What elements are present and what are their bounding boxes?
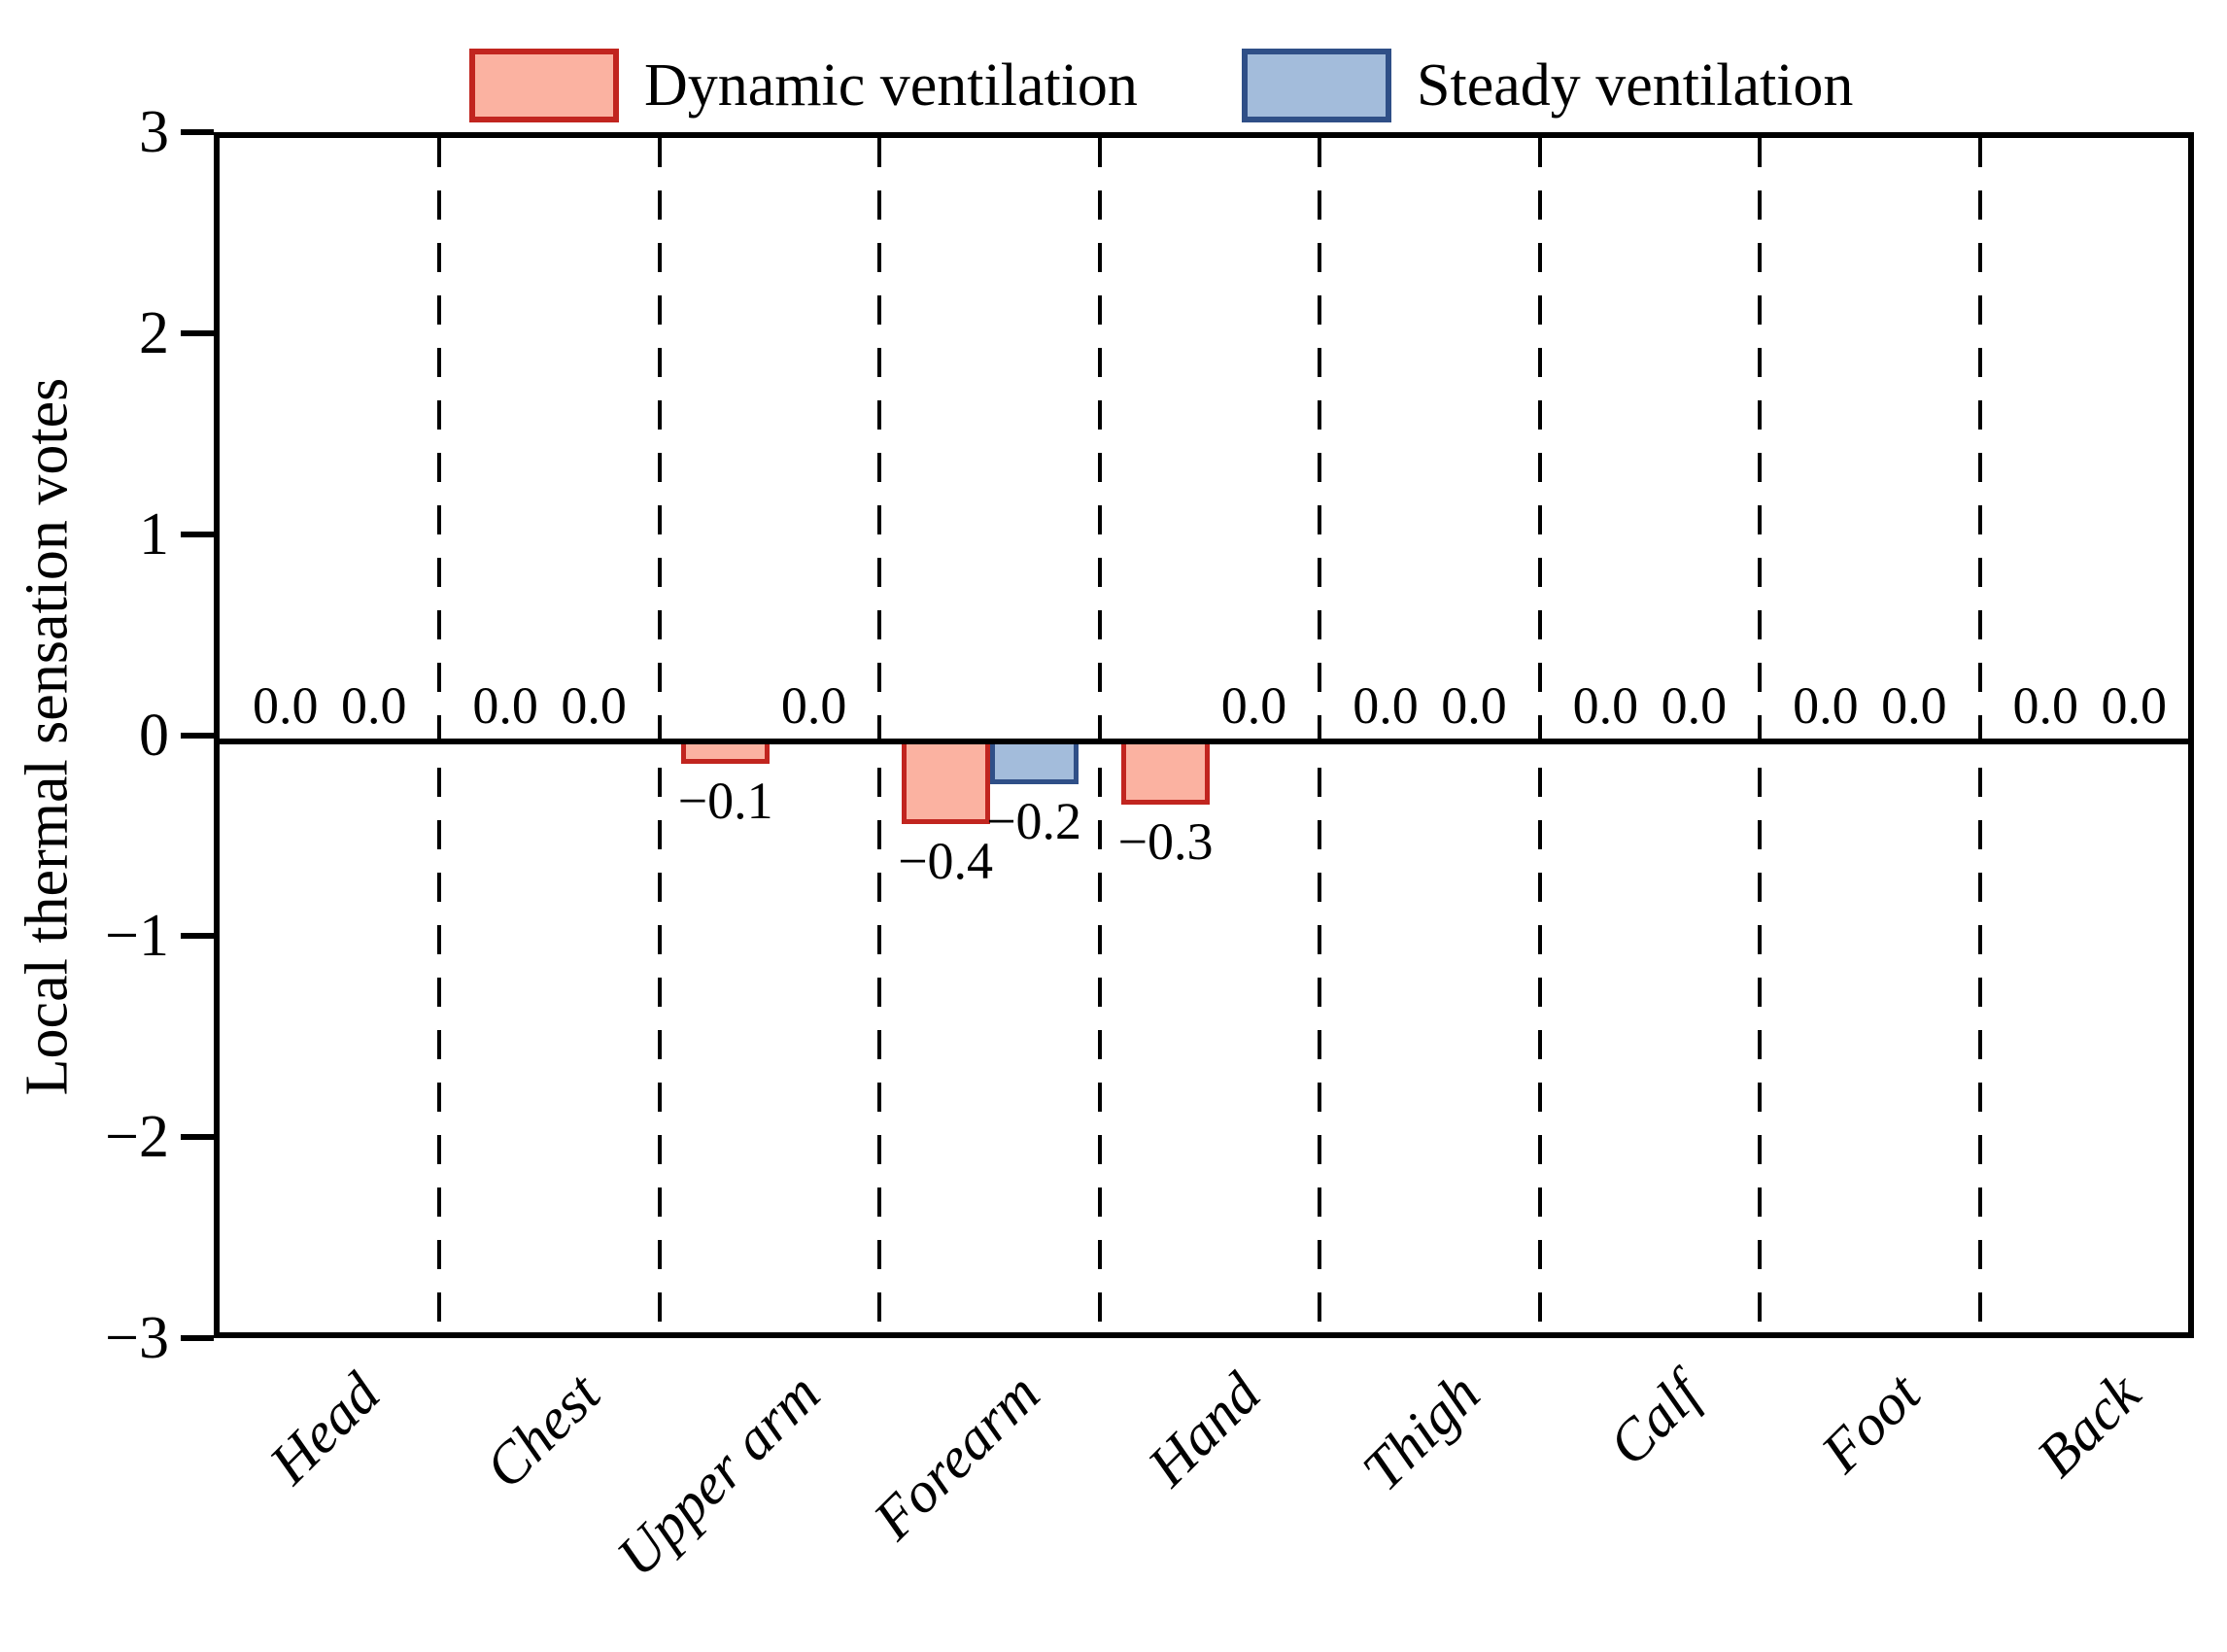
value-label-steady-ventilation-forearm: −0.2	[986, 791, 1082, 850]
x-tick-label-thigh: Thigh	[1351, 1360, 1492, 1503]
zero-axis-line	[220, 738, 2188, 744]
value-label-steady-ventilation-head: 0.0	[340, 675, 407, 735]
legend-swatch-steady-ventilation	[1242, 49, 1391, 122]
value-label-steady-ventilation-foot: 0.0	[1881, 675, 1947, 735]
category-separator-line	[1758, 138, 1763, 1332]
category-separator-line	[1318, 138, 1322, 1332]
value-label-steady-ventilation-chest: 0.0	[561, 675, 627, 735]
legend-swatch-dynamic-ventilation	[469, 49, 619, 122]
x-tick-label-head: Head	[257, 1360, 393, 1497]
value-label-steady-ventilation-upper-arm: 0.0	[780, 675, 847, 735]
y-tick-mark	[181, 933, 214, 940]
x-tick-label-chest: Chest	[472, 1360, 612, 1500]
bar-steady-ventilation-forearm	[989, 738, 1079, 784]
y-tick-mark	[181, 129, 214, 135]
value-label-dynamic-ventilation-foot: 0.0	[1793, 675, 1859, 735]
y-tick-label--2: −2	[105, 1104, 169, 1171]
category-separator-line	[1977, 138, 1982, 1332]
value-label-dynamic-ventilation-head: 0.0	[252, 675, 319, 735]
bar-dynamic-ventilation-forearm	[901, 738, 990, 825]
category-separator-line	[1537, 138, 1542, 1332]
x-tick-label-calf: Calf	[1595, 1360, 1713, 1478]
legend-item-dynamic-ventilation: Dynamic ventilation	[469, 45, 1138, 126]
bar-dynamic-ventilation-hand	[1121, 738, 1210, 805]
plot-area: 0.0 0.0 −0.1 −0.4 −0.3 0.0 0.0 0.0 0.0 0.0 0.0 0.0−…	[214, 132, 2194, 1338]
y-tick-label-1: 1	[139, 500, 169, 568]
value-label-dynamic-ventilation-forearm: −0.4	[898, 832, 994, 891]
y-tick-mark	[181, 1134, 214, 1141]
y-tick-label-0: 0	[139, 702, 169, 769]
value-label-steady-ventilation-hand: 0.0	[1220, 675, 1287, 735]
value-label-dynamic-ventilation-calf: 0.0	[1572, 675, 1639, 735]
value-label-dynamic-ventilation-upper-arm: −0.1	[677, 772, 773, 831]
value-label-dynamic-ventilation-hand: −0.3	[1117, 811, 1214, 871]
x-tick-label-forearm: Forearm	[861, 1360, 1052, 1552]
y-tick-label-2: 2	[139, 299, 169, 366]
value-label-steady-ventilation-thigh: 0.0	[1441, 675, 1507, 735]
category-separator-line	[1097, 138, 1102, 1332]
x-tick-label-back: Back	[2024, 1360, 2153, 1490]
value-label-dynamic-ventilation-thigh: 0.0	[1353, 675, 1419, 735]
legend-item-steady-ventilation: Steady ventilation	[1242, 45, 1853, 126]
y-tick-mark	[181, 329, 214, 336]
y-tick-label--3: −3	[105, 1305, 169, 1371]
y-tick-label--1: −1	[105, 903, 169, 970]
category-separator-line	[437, 138, 442, 1332]
x-tick-label-foot: Foot	[1808, 1360, 1933, 1485]
y-tick-label-3: 3	[139, 99, 169, 165]
value-label-dynamic-ventilation-chest: 0.0	[472, 675, 538, 735]
legend-label-steady-ventilation: Steady ventilation	[1417, 52, 1854, 119]
legend-label-dynamic-ventilation: Dynamic ventilation	[644, 52, 1138, 119]
value-label-dynamic-ventilation-back: 0.0	[2012, 675, 2079, 735]
y-tick-mark	[181, 732, 214, 739]
category-separator-line	[877, 138, 882, 1332]
category-separator-line	[657, 138, 662, 1332]
x-tick-label-upper-arm: Upper arm	[604, 1360, 833, 1589]
x-tick-label-hand: Hand	[1135, 1360, 1273, 1498]
value-label-steady-ventilation-calf: 0.0	[1661, 675, 1728, 735]
value-label-steady-ventilation-back: 0.0	[2101, 675, 2168, 735]
y-tick-mark	[181, 1335, 214, 1341]
y-tick-mark	[181, 531, 214, 537]
